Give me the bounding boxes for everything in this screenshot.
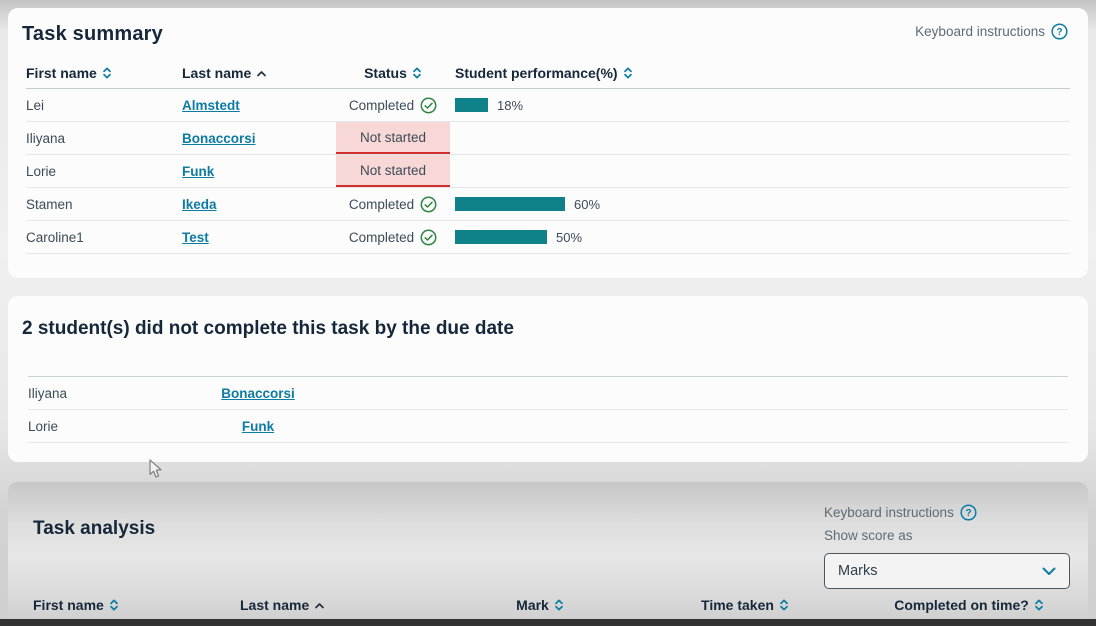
task-analysis-table-header: First name Last name Mark Time taken Com…: [33, 592, 1063, 618]
svg-text:?: ?: [1056, 27, 1062, 38]
task-summary-card: Task summary Keyboard instructions ? Fir…: [8, 8, 1088, 278]
keyboard-instructions-label: Keyboard instructions: [824, 505, 954, 520]
student-link[interactable]: Funk: [241, 418, 275, 434]
svg-text:?: ?: [965, 508, 971, 519]
column-header-last-name[interactable]: Last name: [182, 65, 336, 81]
first-name-cell: Lorie: [28, 418, 59, 434]
sorted-asc-icon[interactable]: [314, 599, 325, 611]
table-row: Iliyana Bonaccorsi: [28, 377, 1068, 410]
sort-icon[interactable]: [109, 598, 119, 612]
status-cell: Completed: [336, 89, 450, 121]
first-name-cell: Lorie: [26, 163, 57, 179]
performance-bar: [455, 98, 488, 112]
student-link[interactable]: Bonaccorsi: [182, 130, 256, 146]
student-link[interactable]: Bonaccorsi: [221, 385, 295, 401]
task-analysis-title: Task analysis: [33, 518, 156, 539]
column-header-status[interactable]: Status: [336, 65, 450, 81]
status-cell: Not started: [336, 122, 450, 154]
late-students-heading: 2 student(s) did not complete this task …: [22, 318, 514, 339]
task-analysis-card: Task analysis Keyboard instructions ? Sh…: [8, 482, 1088, 626]
student-link[interactable]: Ikeda: [182, 196, 217, 212]
column-header-mark[interactable]: Mark: [465, 597, 615, 613]
performance-cell: 50%: [450, 221, 1070, 253]
performance-label: 60%: [574, 196, 601, 212]
table-row: Lei Almstedt Completed 18%: [26, 89, 1070, 122]
late-students-card: 2 student(s) did not complete this task …: [8, 296, 1088, 462]
bottom-edge-strip: [0, 619, 1096, 626]
keyboard-instructions-label: Keyboard instructions: [915, 24, 1045, 39]
completed-check-icon: [420, 229, 437, 245]
student-link[interactable]: Almstedt: [182, 97, 240, 113]
performance-cell: 60%: [450, 188, 1070, 220]
table-row: Stamen Ikeda Completed 60%: [26, 188, 1070, 221]
sort-icon[interactable]: [779, 598, 789, 612]
task-summary-title: Task summary: [22, 23, 163, 45]
sorted-asc-icon[interactable]: [256, 67, 267, 79]
table-row: Lorie Funk Not started: [26, 155, 1070, 188]
late-students-table: Iliyana Bonaccorsi Lorie Funk: [28, 376, 1068, 443]
completed-check-icon: [420, 97, 437, 113]
help-icon[interactable]: ?: [1051, 23, 1068, 40]
status-cell: Completed: [336, 221, 450, 253]
sort-icon[interactable]: [623, 66, 633, 80]
performance-cell: 18%: [450, 89, 1070, 121]
performance-bar: [455, 197, 565, 211]
sort-icon[interactable]: [1034, 598, 1044, 612]
show-score-as-label: Show score as: [824, 528, 913, 543]
first-name-cell: Caroline1: [26, 229, 84, 245]
student-link[interactable]: Funk: [182, 163, 215, 179]
performance-label: 18%: [497, 97, 524, 113]
column-header-completed-on-time[interactable]: Completed on time?: [875, 597, 1063, 613]
status-cell: Not started: [336, 155, 450, 187]
keyboard-instructions-link[interactable]: Keyboard instructions ?: [824, 504, 1070, 521]
student-link[interactable]: Test: [182, 229, 209, 245]
table-row: Caroline1 Test Completed 50%: [26, 221, 1070, 254]
column-header-student-performance[interactable]: Student performance(%): [450, 65, 1070, 81]
chevron-down-icon: [1042, 567, 1056, 575]
selected-score-option: Marks: [838, 563, 878, 579]
sort-icon[interactable]: [102, 66, 112, 80]
column-header-first-name[interactable]: First name: [33, 597, 240, 613]
performance-cell: [450, 122, 1070, 154]
not-started-badge: Not started: [336, 155, 450, 187]
show-score-as-select[interactable]: Marks: [824, 553, 1070, 589]
table-row: Iliyana Bonaccorsi Not started: [26, 122, 1070, 155]
first-name-cell: Lei: [26, 97, 45, 113]
sort-icon[interactable]: [554, 598, 564, 612]
sort-icon[interactable]: [412, 66, 422, 80]
first-name-cell: Stamen: [26, 196, 73, 212]
task-summary-table-header: First name Last name Status Student perf…: [26, 57, 1070, 89]
first-name-cell: Iliyana: [28, 385, 68, 401]
completed-check-icon: [420, 196, 437, 212]
keyboard-instructions-link[interactable]: Keyboard instructions ?: [915, 23, 1068, 40]
status-cell: Completed: [336, 188, 450, 220]
column-header-time-taken[interactable]: Time taken: [615, 597, 875, 613]
performance-label: 50%: [556, 229, 583, 245]
performance-bar: [455, 230, 547, 244]
first-name-cell: Iliyana: [26, 130, 66, 146]
task-summary-table: First name Last name Status Student perf…: [26, 57, 1070, 254]
table-row: Lorie Funk: [28, 410, 1068, 443]
not-started-badge: Not started: [336, 122, 450, 154]
mouse-cursor: [149, 459, 162, 478]
performance-cell: [450, 155, 1070, 187]
column-header-first-name[interactable]: First name: [26, 65, 182, 81]
help-icon[interactable]: ?: [960, 504, 977, 521]
column-header-last-name[interactable]: Last name: [240, 597, 465, 613]
